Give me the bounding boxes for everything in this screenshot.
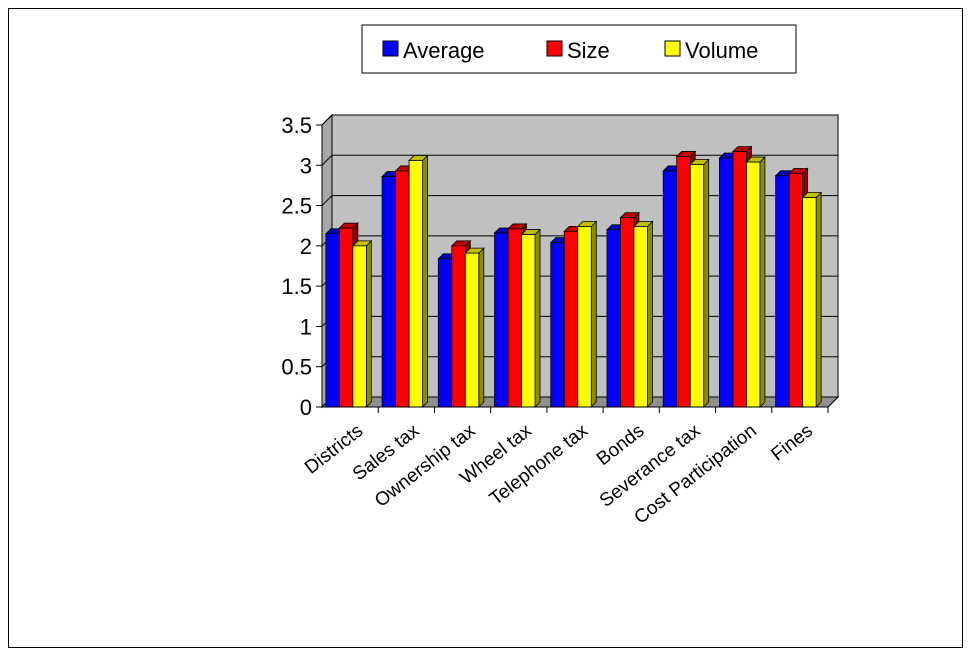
bar-volume <box>746 161 761 408</box>
legend-swatch <box>664 40 681 57</box>
bar-side <box>759 156 766 408</box>
bars <box>324 145 823 408</box>
bar-volume <box>802 197 817 408</box>
legend-label: Average <box>403 38 485 63</box>
legend-swatch <box>382 40 399 57</box>
x-tick-label: Fines <box>767 420 817 465</box>
bar-size <box>507 228 522 408</box>
bar-volume <box>464 252 480 408</box>
bar-volume <box>408 160 423 408</box>
bar-side <box>647 220 653 408</box>
bar-side <box>534 228 541 408</box>
bar-size <box>788 172 804 408</box>
bar-volume <box>633 226 648 408</box>
legend-label: Volume <box>685 38 758 63</box>
bar-size <box>676 156 691 408</box>
bar-average <box>494 232 509 408</box>
bar-size <box>338 227 354 408</box>
y-tick-label: 0 <box>300 395 312 420</box>
bar-size <box>451 245 466 408</box>
bar-size <box>395 170 410 408</box>
bar-volume <box>352 245 367 408</box>
bar-size <box>732 151 747 408</box>
y-tick-label: 0.5 <box>281 355 312 380</box>
bar-average <box>381 176 396 408</box>
bar-side <box>703 158 710 408</box>
y-tick-label: 1 <box>300 314 312 339</box>
bar-volume <box>521 234 536 408</box>
y-tick-label: 2 <box>300 234 312 259</box>
y-tick-label: 3 <box>300 153 312 178</box>
bar-average <box>550 242 565 408</box>
bar-average <box>437 258 453 408</box>
y-tick-label: 1.5 <box>281 274 312 299</box>
bar-size <box>620 217 635 408</box>
y-tick-label: 2.5 <box>281 194 312 219</box>
bar-side <box>422 154 428 408</box>
bar-average <box>719 157 734 408</box>
y-axis: 0 0.5 1 1.5 2 2.5 3 3.5 <box>281 113 323 420</box>
y-tick-label: 3.5 <box>281 113 312 138</box>
bar-average <box>325 233 340 408</box>
bar-average <box>606 229 621 408</box>
bar-side <box>590 220 597 408</box>
x-tick-label: Telephone tax <box>486 420 593 510</box>
bar-side <box>478 247 485 408</box>
legend-swatch <box>546 40 563 57</box>
gridline-diagonal <box>321 114 333 126</box>
bar-size <box>563 230 579 408</box>
bar-side <box>365 239 372 408</box>
gridline-diagonal <box>321 195 333 206</box>
bar-volume <box>689 164 705 408</box>
bar-average <box>662 170 678 408</box>
bar-side <box>815 191 822 408</box>
legend-label: Size <box>567 38 610 63</box>
bar-average <box>775 175 790 408</box>
bar-volume <box>577 226 592 408</box>
legend-box <box>361 24 797 74</box>
legend: Average Size Volume <box>361 24 797 74</box>
gridline-diagonal <box>321 154 333 166</box>
